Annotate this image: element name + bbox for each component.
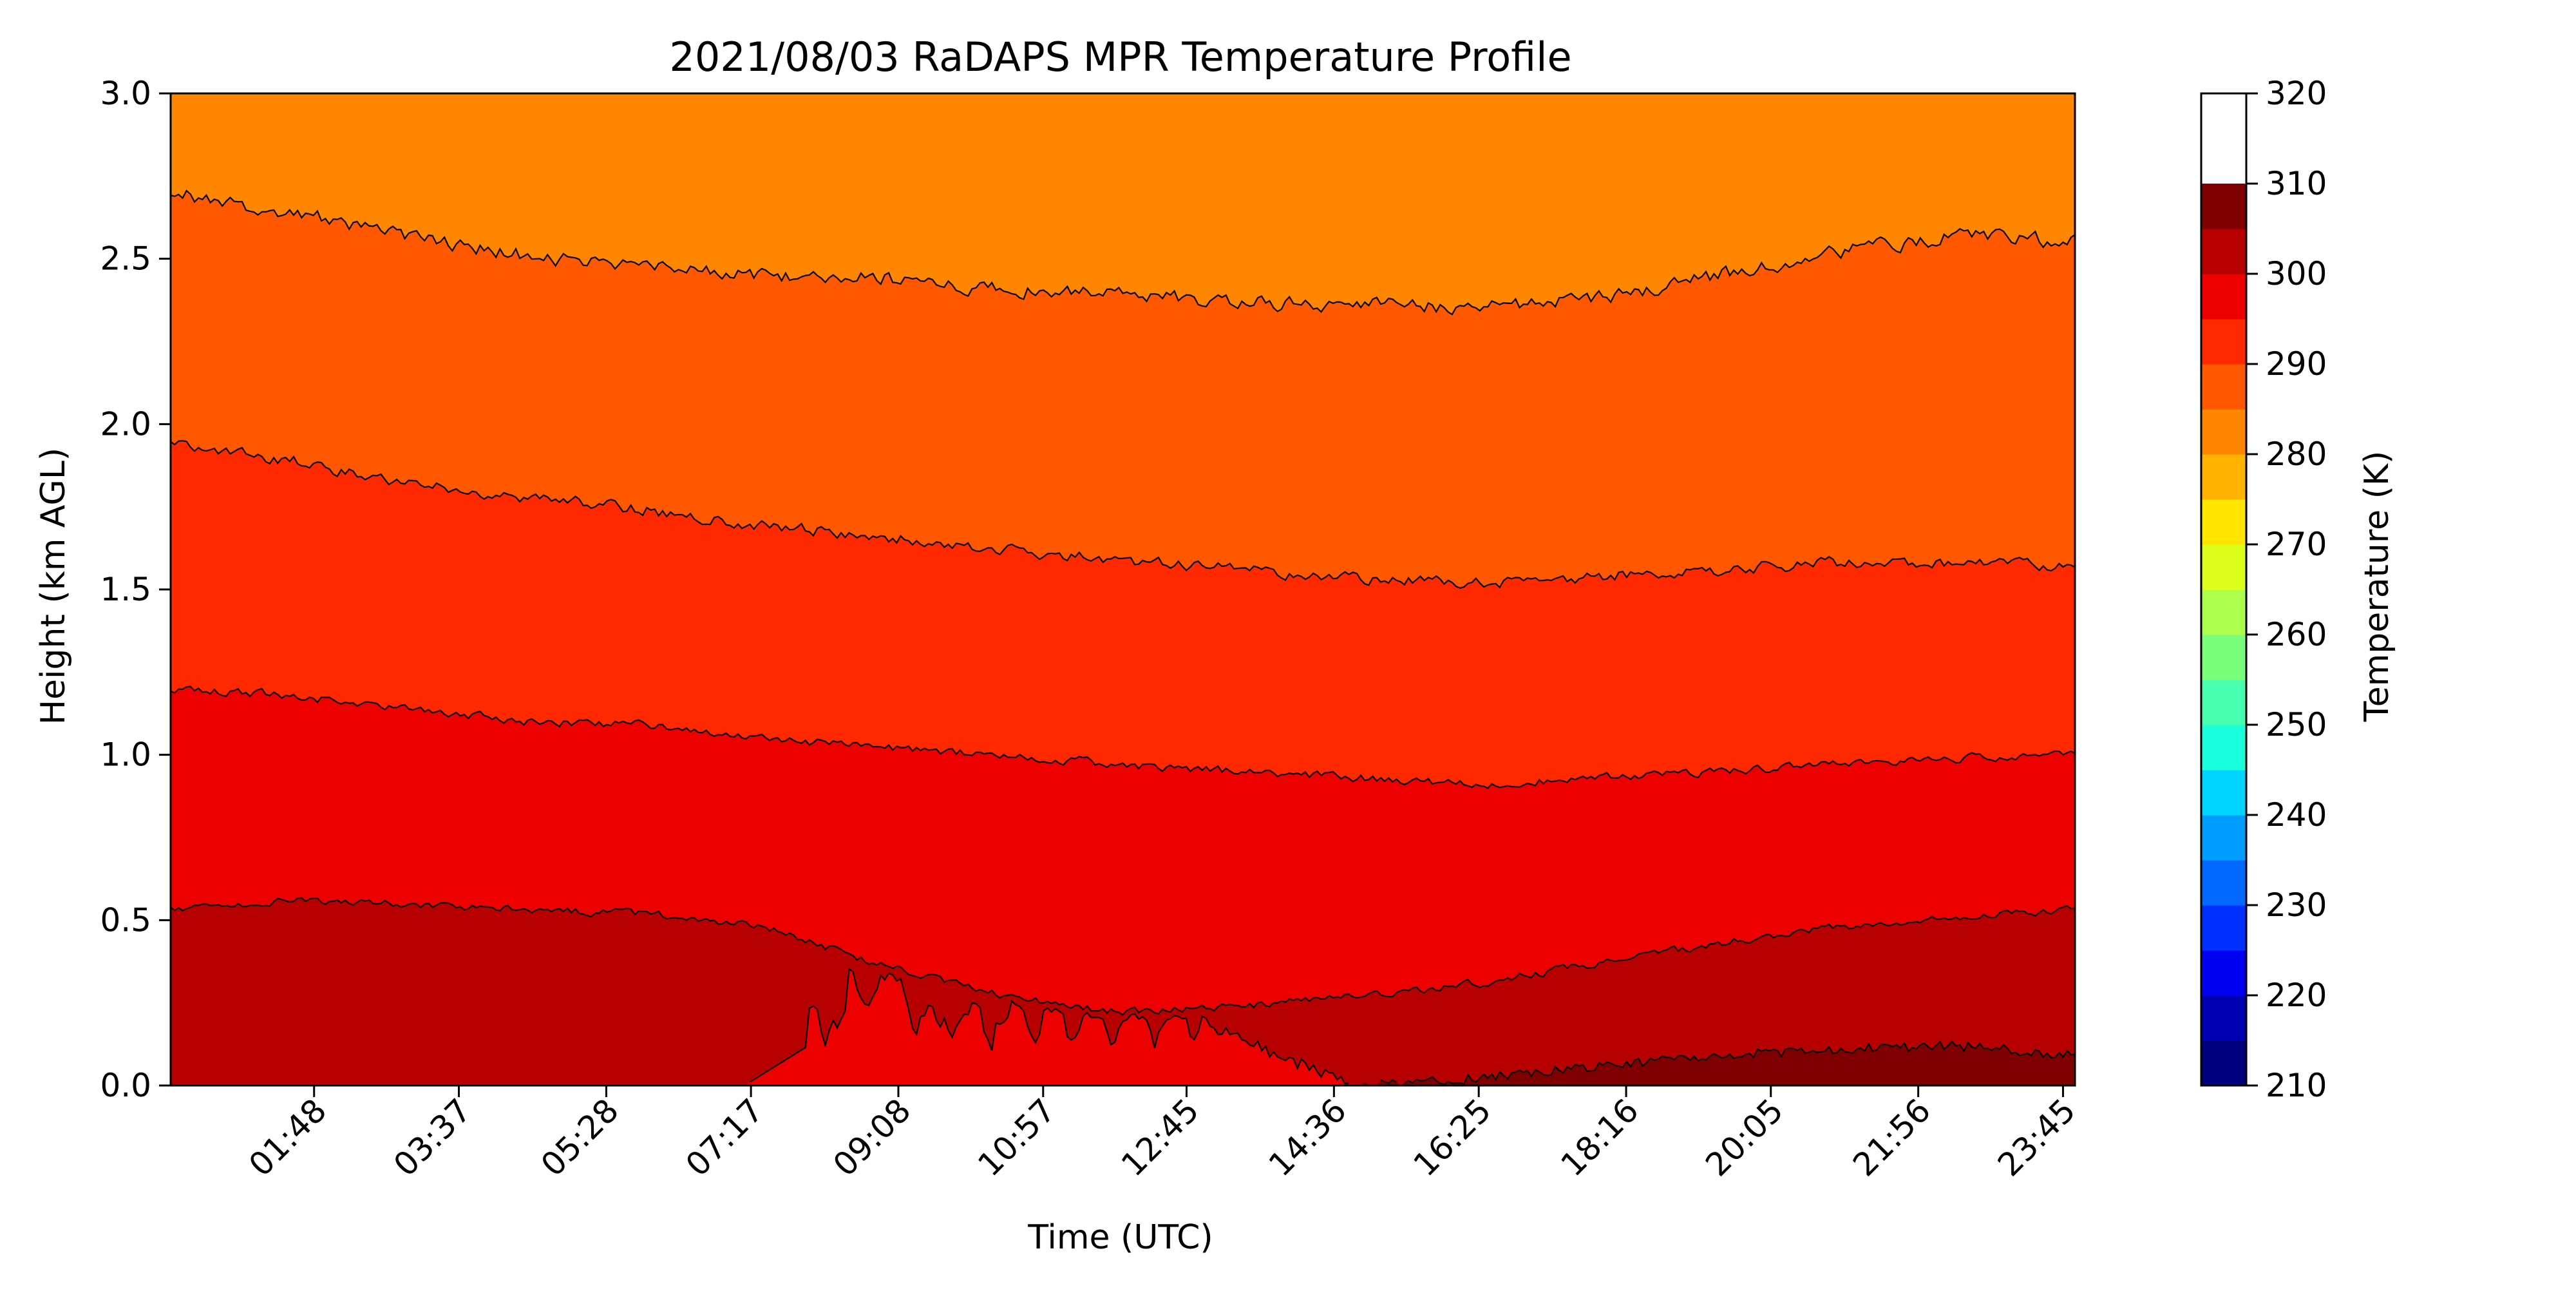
y-axis-label: Height (km AGL) [34,448,73,725]
x-tick-label: 09:08 [826,1091,918,1183]
y-tick-label: 2.5 [100,240,151,278]
chart-title: 2021/08/03 RaDAPS MPR Temperature Profil… [669,33,1571,81]
colorbar-swatch [2201,950,2246,996]
x-tick-label: 12:45 [1114,1091,1206,1183]
x-tick-label: 16:25 [1406,1091,1499,1183]
x-tick-label: 18:16 [1554,1091,1646,1183]
colorbar-tick-label: 210 [2266,1067,2327,1104]
x-tick-label: 23:45 [1991,1091,2083,1183]
colorbar-swatch [2201,544,2246,590]
contour-290 [170,440,2076,589]
colorbar-tick-label: 220 [2266,977,2327,1014]
contour-cool-patch [749,967,1349,1085]
colorbar-tick-label: 230 [2266,886,2327,924]
colorbar-tick-label: 240 [2266,796,2327,834]
colorbar-swatch [2201,319,2246,365]
colorbar-swatch [2201,905,2246,951]
colorbar-swatch [2201,499,2246,545]
colorbar-swatch [2201,770,2246,816]
y-tick-label: 1.0 [100,736,151,774]
x-axis-label: Time (UTC) [1027,1218,1213,1257]
colorbar-tick-label: 250 [2266,706,2327,743]
y-tick-label: 1.5 [100,571,151,608]
colorbar-swatch [2201,184,2246,229]
x-tick-label: 21:56 [1846,1091,1938,1183]
colorbar-swatch [2201,229,2246,274]
plot-area: 01:48 03:37 05:28 07:17 09:08 10:57 12:45 14:36… [100,75,2082,1183]
x-tick-label: 20:05 [1698,1091,1790,1183]
contour-285 [170,189,2076,316]
colorbar-swatch [2201,1040,2246,1086]
colorbar-swatch [2201,589,2246,635]
colorbar-tick-label: 280 [2266,435,2327,473]
colorbar-swatch [2201,680,2246,725]
colorbar-swatch [2201,409,2246,455]
colorbar-swatch [2201,635,2246,680]
colorbar-tick-label: 270 [2266,526,2327,563]
colorbar-swatch [2201,725,2246,770]
colorbar-tick-label: 310 [2266,165,2327,202]
colorbar-tick-label: 320 [2266,75,2327,112]
x-tick-label: 01:48 [242,1091,334,1183]
y-tick-label: 2.0 [100,405,151,443]
colorbar-swatch [2201,995,2246,1041]
x-tick-label: 05:28 [534,1091,626,1183]
y-tick-label: 3.0 [100,75,151,112]
band-305-310 [171,1041,2075,1085]
colorbar-swatch [2201,364,2246,410]
x-tick-label: 10:57 [971,1091,1063,1183]
colorbar-swatch [2201,454,2246,500]
x-tick-label: 07:17 [679,1091,771,1183]
band-300-305 [171,897,2075,1085]
colorbar: 210 220 230 240 250 260 270 280 290 300 310 320 [2200,75,2327,1104]
colorbar-tick-label: 300 [2266,255,2327,292]
colorbar-label: Temperature (K) [2358,451,2396,723]
contour-305 [1380,1040,2076,1085]
colorbar-swatch [2201,815,2246,861]
colorbar-tick-label: 290 [2266,345,2327,383]
contour-300 [170,897,2076,1016]
colorbar-swatch [2201,274,2246,320]
x-tick-label: 03:37 [386,1091,478,1183]
x-tick-label: 14:36 [1262,1091,1354,1183]
y-tick-label: 0.5 [100,901,151,939]
colorbar-frame [2200,92,2248,1087]
y-tick-label: 0.0 [100,1067,151,1104]
contour-295 [170,685,2076,789]
colorbar-swatch [2201,860,2246,906]
colorbar-tick-label: 260 [2266,616,2327,653]
band-cool-patch [171,969,2075,1085]
